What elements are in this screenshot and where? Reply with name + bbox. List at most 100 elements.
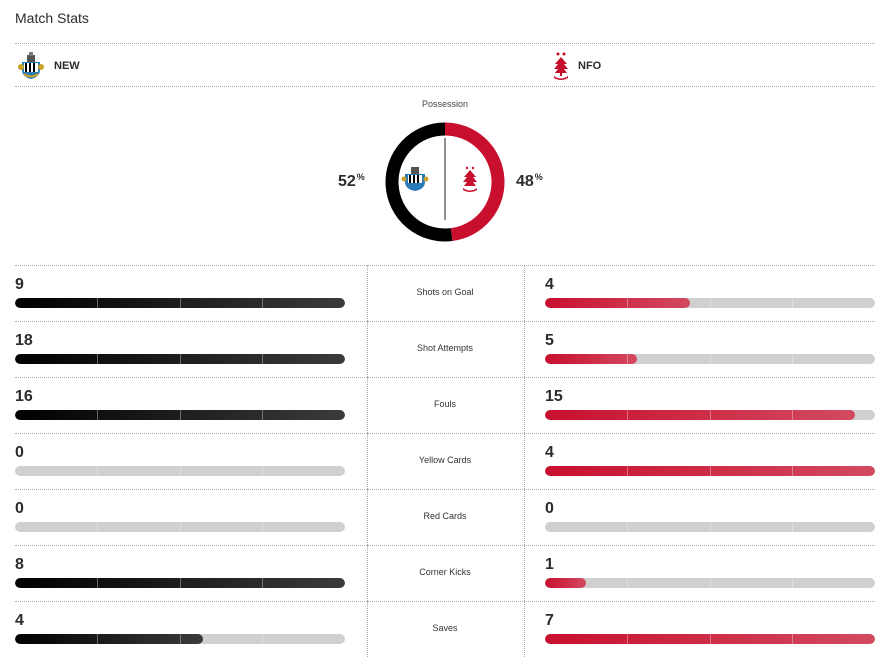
bar-segment-tick bbox=[180, 298, 181, 308]
home-stat-bar-fill bbox=[15, 634, 204, 644]
away-possession-arc bbox=[444, 122, 505, 242]
bar-segment-tick bbox=[180, 522, 181, 532]
away-stat-value: 4 bbox=[545, 276, 554, 293]
bar-segment-tick bbox=[262, 354, 263, 364]
away-stat-value: 7 bbox=[545, 612, 554, 629]
stat-label: Red Cards bbox=[423, 511, 467, 521]
away-team[interactable]: NFO bbox=[552, 52, 601, 80]
divider bbox=[15, 601, 875, 602]
stat-label: Saves bbox=[432, 623, 458, 633]
divider bbox=[15, 433, 875, 434]
bar-segment-tick bbox=[262, 578, 263, 588]
home-stat-bar-fill bbox=[15, 298, 345, 308]
divider bbox=[367, 601, 368, 657]
home-stat-value: 8 bbox=[15, 556, 24, 573]
away-team-abbr: NFO bbox=[578, 60, 602, 72]
away-stat-bar-fill bbox=[545, 578, 587, 588]
bar-segment-tick bbox=[792, 466, 793, 476]
home-stat-value: 18 bbox=[15, 332, 33, 349]
stat-label: Shot Attempts bbox=[416, 343, 474, 353]
forest-tree-crest-icon bbox=[463, 166, 477, 192]
stat-row: 18 Shot Attempts 5 bbox=[15, 321, 875, 377]
home-stat-bar bbox=[15, 466, 345, 476]
home-stat-bar-fill bbox=[15, 578, 345, 588]
bar-segment-tick bbox=[262, 410, 263, 420]
away-stat-bar bbox=[545, 522, 875, 532]
bar-segment-tick bbox=[97, 298, 98, 308]
stat-label: Shots on Goal bbox=[416, 287, 474, 297]
possession-donut-chart bbox=[385, 122, 505, 242]
away-stat-value: 0 bbox=[545, 500, 554, 517]
stat-label: Corner Kicks bbox=[419, 567, 471, 577]
home-possession-pct: 52% bbox=[338, 172, 365, 190]
stat-label: Yellow Cards bbox=[418, 455, 472, 465]
away-stat-value: 4 bbox=[545, 444, 554, 461]
home-stat-bar bbox=[15, 410, 345, 420]
bar-segment-tick bbox=[792, 354, 793, 364]
bar-segment-tick bbox=[262, 298, 263, 308]
bar-segment-tick bbox=[627, 354, 628, 364]
away-stat-bar bbox=[545, 354, 875, 364]
bar-segment-tick bbox=[97, 522, 98, 532]
newcastle-crest-icon bbox=[401, 167, 429, 191]
bar-segment-tick bbox=[180, 354, 181, 364]
bar-segment-tick bbox=[627, 578, 628, 588]
away-stat-bar bbox=[545, 298, 875, 308]
bar-segment-tick bbox=[792, 578, 793, 588]
bar-segment-tick bbox=[710, 578, 711, 588]
page-title: Match Stats bbox=[15, 10, 89, 26]
bar-segment-tick bbox=[792, 634, 793, 644]
home-stat-value: 9 bbox=[15, 276, 24, 293]
divider bbox=[15, 86, 875, 87]
bar-segment-tick bbox=[97, 466, 98, 476]
home-stat-bar-fill bbox=[15, 410, 345, 420]
divider bbox=[15, 489, 875, 490]
divider bbox=[367, 321, 368, 377]
possession-label: Possession bbox=[421, 99, 469, 109]
home-stat-bar bbox=[15, 354, 345, 364]
away-stat-bar-fill bbox=[545, 298, 691, 308]
bar-segment-tick bbox=[627, 634, 628, 644]
bar-segment-tick bbox=[792, 298, 793, 308]
bar-segment-tick bbox=[180, 410, 181, 420]
divider bbox=[15, 321, 875, 322]
forest-tree-crest-icon bbox=[552, 52, 570, 80]
stat-row: 4 Saves 7 bbox=[15, 601, 875, 657]
home-stat-value: 4 bbox=[15, 612, 24, 629]
divider bbox=[367, 265, 368, 321]
divider bbox=[367, 377, 368, 433]
divider bbox=[367, 489, 368, 545]
divider bbox=[15, 265, 875, 266]
away-stat-value: 15 bbox=[545, 388, 563, 405]
away-stat-bar bbox=[545, 410, 875, 420]
stat-label: Fouls bbox=[433, 399, 456, 409]
home-team[interactable]: NEW bbox=[16, 52, 80, 80]
bar-segment-tick bbox=[97, 578, 98, 588]
bar-segment-tick bbox=[710, 466, 711, 476]
bar-segment-tick bbox=[180, 466, 181, 476]
home-team-abbr: NEW bbox=[54, 60, 80, 72]
bar-segment-tick bbox=[262, 466, 263, 476]
home-stat-bar-fill bbox=[15, 354, 345, 364]
newcastle-crest-icon bbox=[16, 52, 46, 80]
stat-row: 9 Shots on Goal 4 bbox=[15, 265, 875, 321]
bar-segment-tick bbox=[710, 522, 711, 532]
bar-segment-tick bbox=[97, 634, 98, 644]
divider bbox=[15, 377, 875, 378]
divider bbox=[15, 545, 875, 546]
stat-row: 0 Red Cards 0 bbox=[15, 489, 875, 545]
bar-segment-tick bbox=[180, 578, 181, 588]
bar-segment-tick bbox=[627, 522, 628, 532]
away-possession-pct: 48% bbox=[516, 172, 543, 190]
bar-segment-tick bbox=[627, 410, 628, 420]
away-stat-bar bbox=[545, 466, 875, 476]
stat-row: 8 Corner Kicks 1 bbox=[15, 545, 875, 601]
stat-row: 0 Yellow Cards 4 bbox=[15, 433, 875, 489]
home-possession-arc bbox=[385, 122, 453, 242]
divider bbox=[524, 321, 525, 377]
bar-segment-tick bbox=[627, 298, 628, 308]
bar-segment-tick bbox=[627, 466, 628, 476]
away-stat-value: 1 bbox=[545, 556, 554, 573]
away-stat-bar-fill bbox=[545, 634, 875, 644]
bar-segment-tick bbox=[97, 410, 98, 420]
